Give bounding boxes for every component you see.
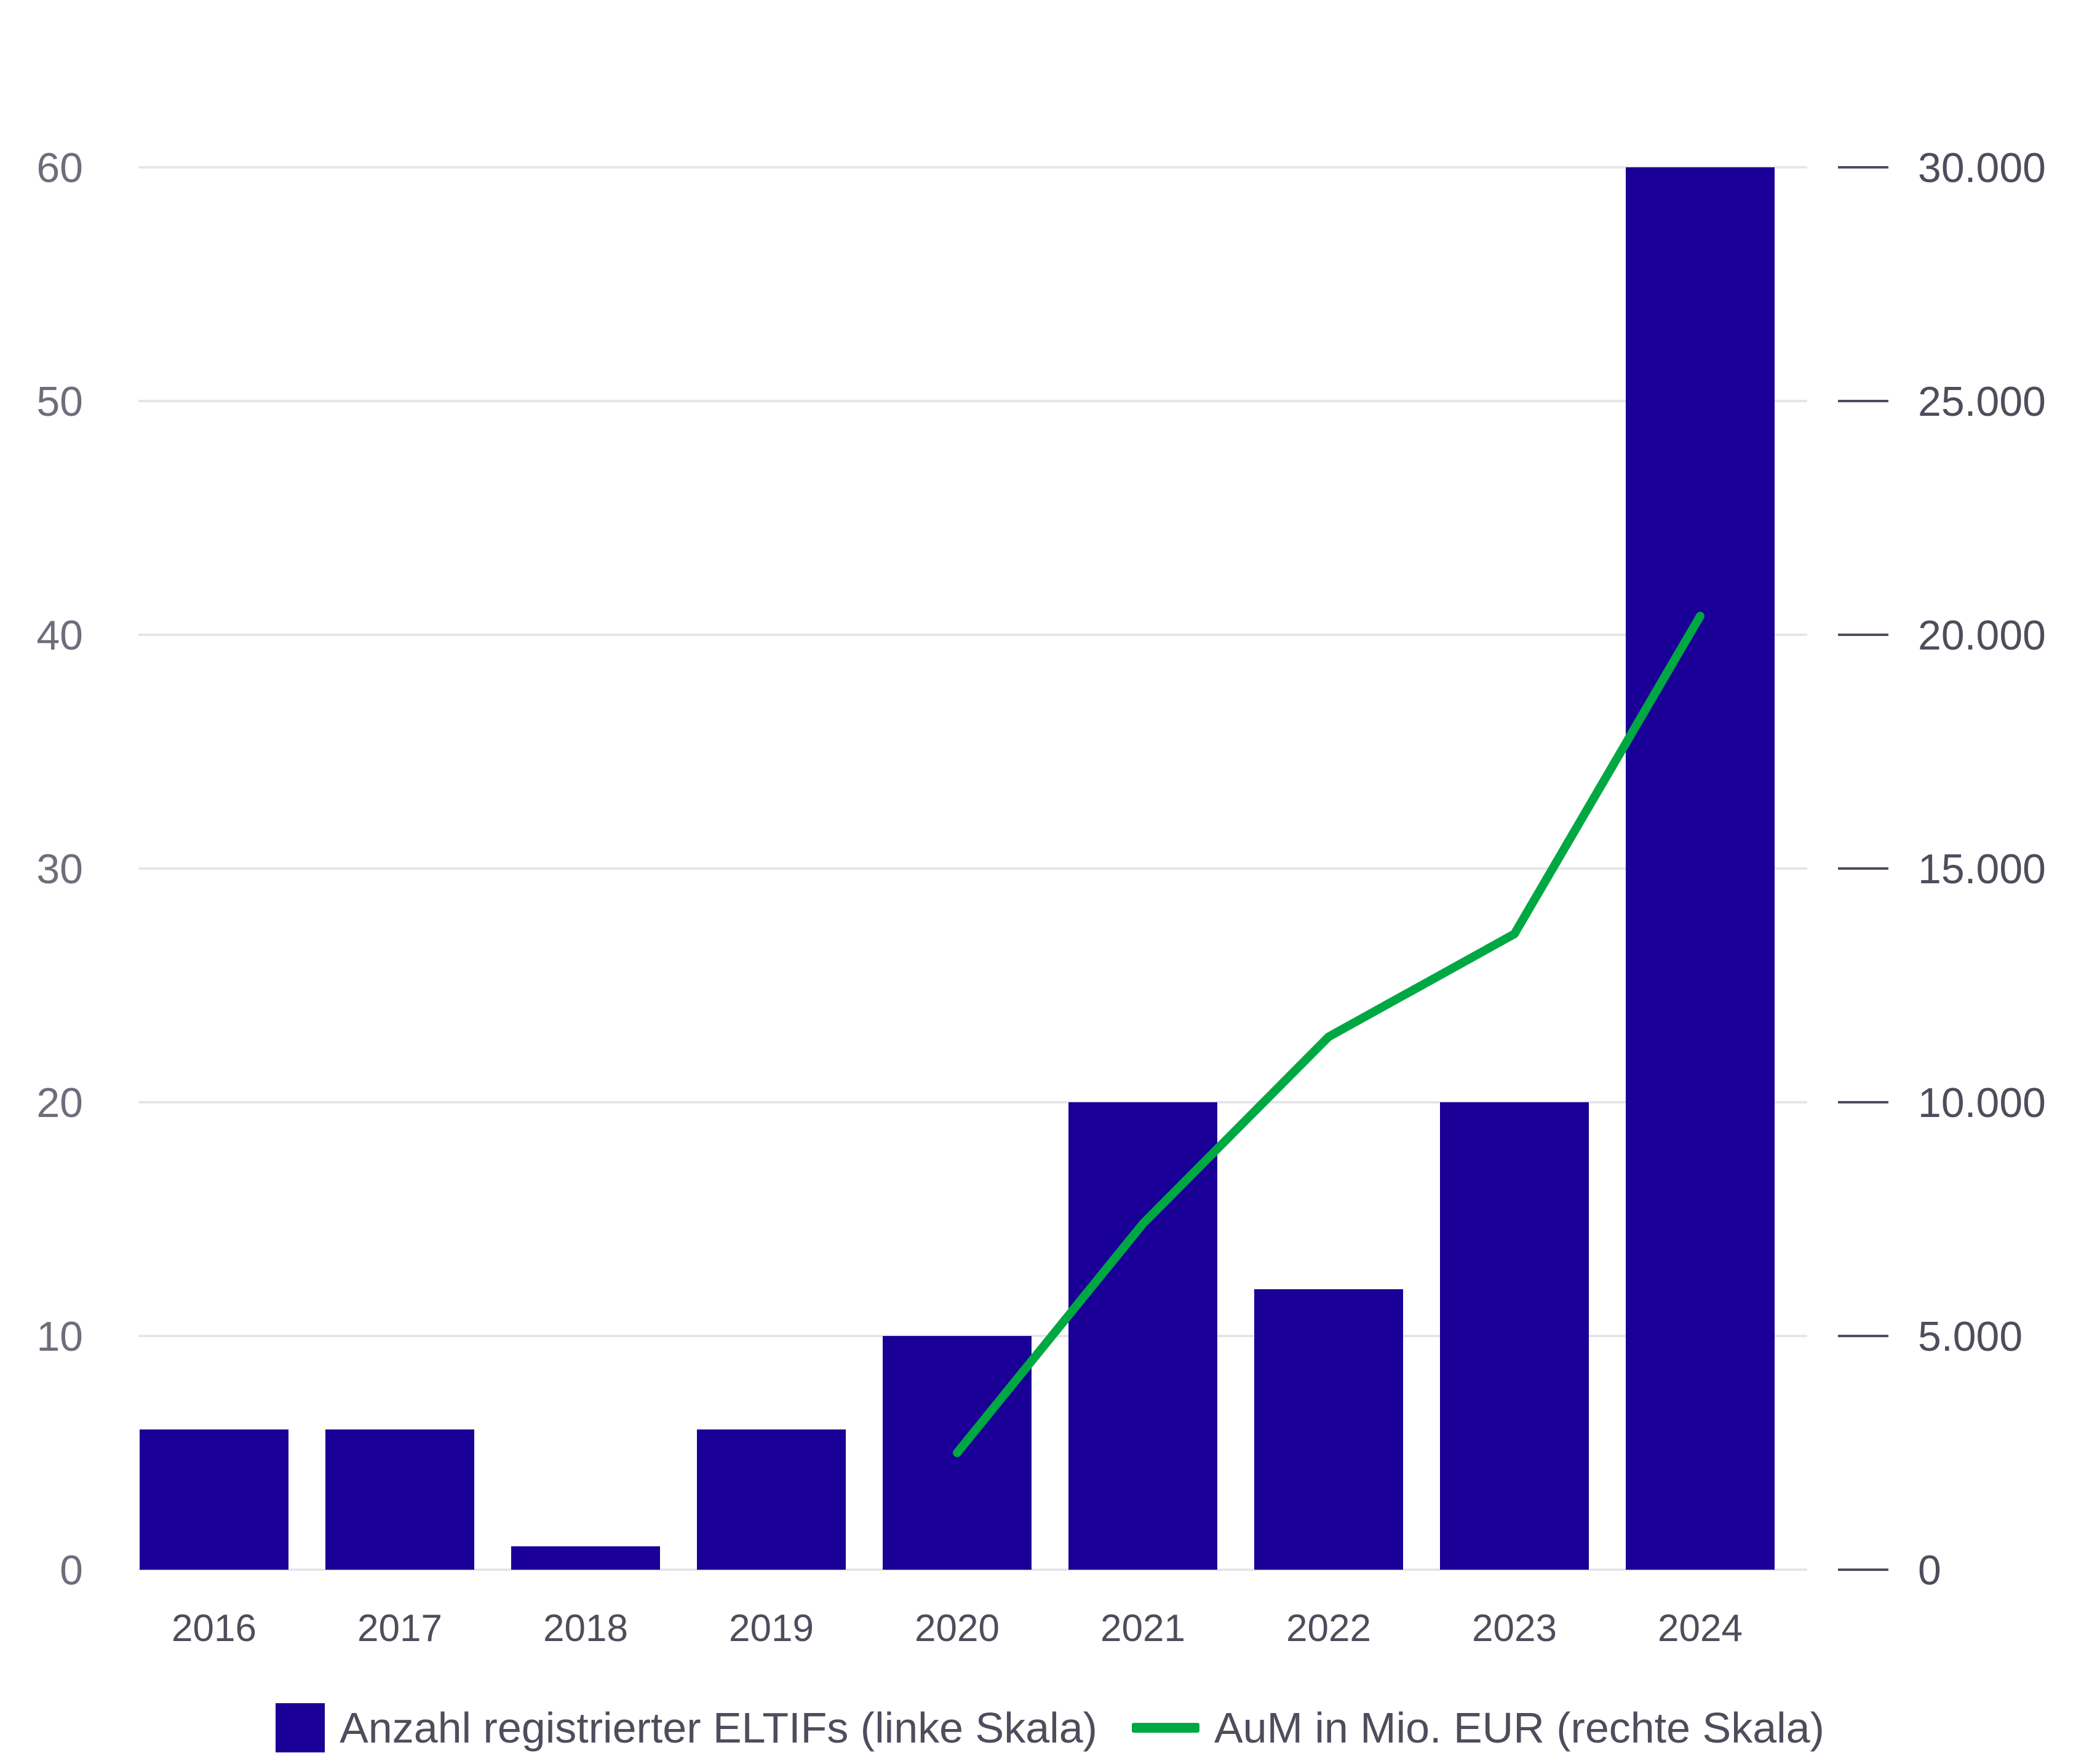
x-tick-label: 2017 [357,1607,442,1650]
legend-item-line: AuM in Mio. EUR (rechte Skala) [1131,1703,1824,1752]
line-series [953,611,1704,1457]
legend-item-bars: Anzahl registrierter ELTIFs (linke Skala… [276,1703,1097,1752]
bar-series [140,167,1775,1570]
x-axis: 2016 2017 2018 2019 2020 2021 2022 2023 2024 [172,1607,1743,1650]
left-y-tick-label: 40 [36,612,83,659]
left-y-tick-label: 30 [36,846,83,892]
aum-line [953,611,1704,1457]
right-y-tick-label: 30.000 [1918,145,2046,191]
legend-label-line: AuM in Mio. EUR (rechte Skala) [1214,1704,1824,1752]
right-y-tick-label: 25.000 [1918,378,2046,425]
bar [1068,1102,1217,1570]
legend-label-bars: Anzahl registrierter ELTIFs (linke Skala… [340,1704,1097,1752]
bar [325,1429,474,1570]
legend-swatch-bar [276,1703,325,1752]
left-y-axis: 0 10 20 30 40 50 60 [36,145,83,1594]
x-tick-label: 2021 [1100,1607,1185,1650]
right-y-tick-label: 15.000 [1918,846,2046,892]
bar [1254,1289,1403,1570]
bar [1626,167,1775,1570]
bar [140,1429,288,1570]
left-y-tick-label: 50 [36,378,83,425]
left-y-tick-label: 10 [36,1313,83,1360]
right-y-axis: 0 5.000 10.000 15.000 20.000 25.000 30.000 [1838,145,2046,1594]
bar [697,1429,846,1570]
bar [511,1546,660,1570]
x-tick-label: 2023 [1472,1607,1557,1650]
left-y-tick-label: 60 [36,145,83,191]
left-y-tick-label: 20 [36,1079,83,1126]
right-y-tick-label: 5.000 [1918,1313,2022,1360]
legend: Anzahl registrierter ELTIFs (linke Skala… [0,1703,2100,1753]
right-y-tick-label: 0 [1918,1547,1941,1594]
x-tick-label: 2022 [1286,1607,1371,1650]
left-y-tick-label: 0 [60,1547,83,1594]
gridlines [138,166,1807,1571]
x-tick-label: 2020 [915,1607,1000,1650]
bar [1440,1102,1589,1570]
x-tick-label: 2019 [729,1607,814,1650]
x-tick-label: 2018 [543,1607,628,1650]
right-y-tick-label: 20.000 [1918,612,2046,659]
x-tick-label: 2016 [172,1607,257,1650]
x-tick-label: 2024 [1658,1607,1743,1650]
legend-swatch-line [1131,1723,1199,1733]
right-y-tick-label: 10.000 [1918,1079,2046,1126]
